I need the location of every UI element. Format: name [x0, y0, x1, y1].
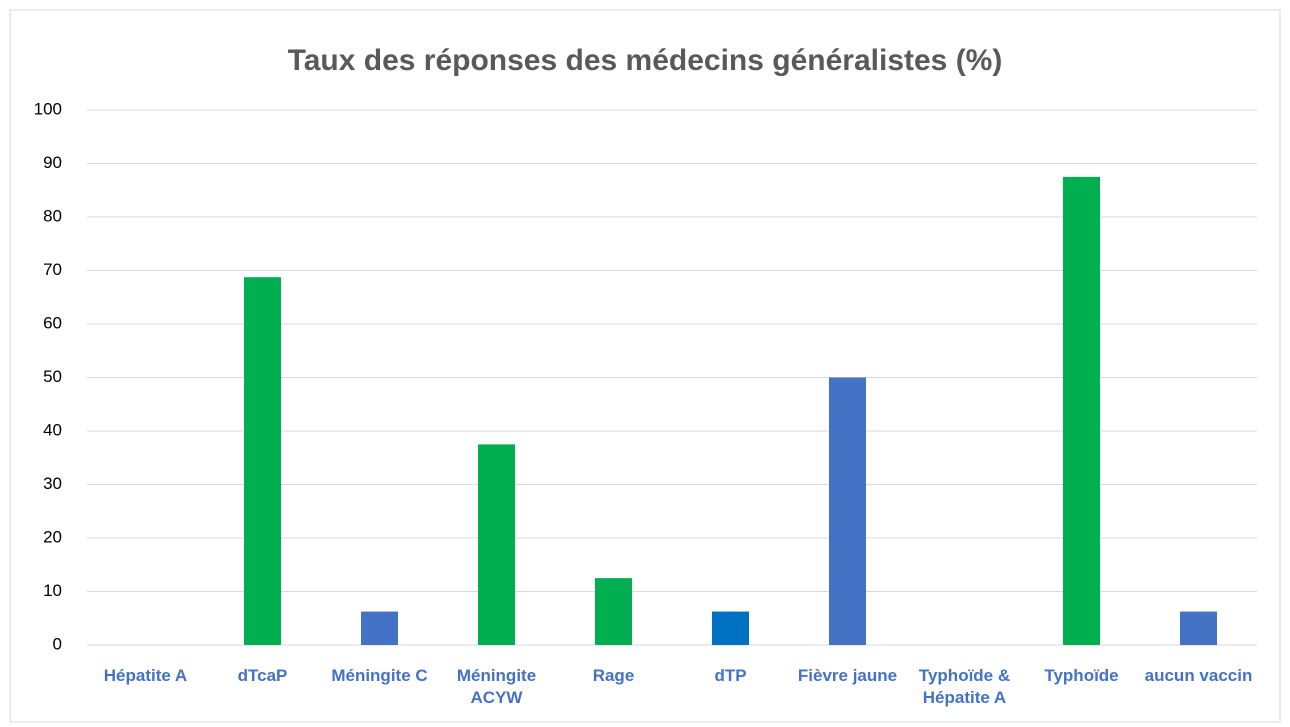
y-tick-label: 30	[43, 474, 62, 493]
bar	[1063, 176, 1100, 645]
bar	[1180, 611, 1217, 645]
y-tick-label: 0	[53, 634, 62, 653]
x-tick-label: Typhoïde	[1044, 666, 1119, 685]
x-tick-label: Méningite C	[331, 666, 428, 685]
x-tick-label: Méningite ACYW	[456, 666, 537, 707]
x-tick-label: Fièvre jaune	[797, 666, 898, 685]
chart-title: Taux des réponses des médecins généralis…	[288, 44, 1003, 77]
y-tick-label: 100	[34, 99, 62, 118]
y-tick-label: 60	[43, 313, 62, 332]
bar	[244, 277, 281, 645]
x-tick-label: dTcaP	[237, 666, 288, 685]
y-tick-label: 70	[43, 260, 62, 279]
bar	[595, 578, 632, 645]
x-tick-label: Hépatite A	[103, 666, 188, 685]
x-tick-label: dTP	[714, 666, 747, 685]
y-tick-label: 80	[43, 206, 62, 225]
x-tick-label: aucun vaccin	[1144, 666, 1253, 685]
bar	[829, 377, 866, 645]
bar	[712, 611, 749, 645]
bar	[478, 444, 515, 645]
bar	[361, 611, 398, 645]
y-tick-label: 10	[43, 581, 62, 600]
y-tick-label: 20	[43, 527, 62, 546]
y-tick-label: 40	[43, 420, 62, 439]
y-tick-label: 50	[43, 367, 62, 386]
x-tick-label: Rage	[592, 666, 635, 685]
y-tick-label: 90	[43, 153, 62, 172]
x-tick-label: Typhoïde & Hépatite A	[918, 666, 1011, 707]
